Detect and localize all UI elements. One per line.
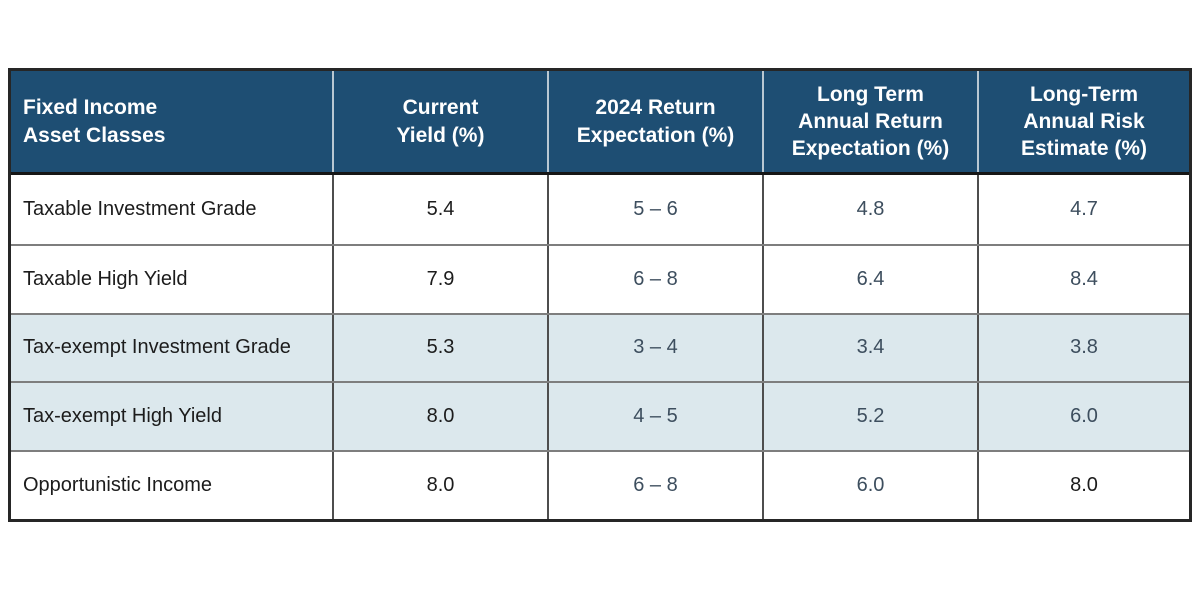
header-cell-current-yield: Current Yield (%) xyxy=(332,71,547,172)
cell-2024-return-expectation: 5 – 6 xyxy=(547,175,762,244)
cell-long-term-annual-return: 3.4 xyxy=(762,314,977,382)
cell-2024-return-expectation: 6 – 8 xyxy=(547,452,762,519)
header-cell-2024-return-expectation: 2024 Return Expectation (%) xyxy=(547,71,762,172)
cell-asset-class: Taxable Investment Grade xyxy=(23,197,257,220)
cell-asset-class: Opportunistic Income xyxy=(23,474,212,497)
cell-long-term-annual-risk: 4.7 xyxy=(977,175,1189,244)
cell-long-term-annual-risk: 3.8 xyxy=(977,314,1189,382)
table-row: Tax-exempt High Yield 8.0 4 – 5 5.2 6.0 xyxy=(11,381,1189,451)
cell-long-term-annual-risk: 8.0 xyxy=(977,452,1189,519)
header-cell-long-term-annual-return: Long Term Annual Return Expectation (%) xyxy=(762,71,977,172)
cell-long-term-annual-risk: 8.4 xyxy=(977,245,1189,313)
cell-current-yield: 5.4 xyxy=(332,175,547,244)
header-cell-long-term-annual-risk: Long-Term Annual Risk Estimate (%) xyxy=(977,71,1189,172)
cell-asset-class: Tax-exempt Investment Grade xyxy=(23,336,291,359)
cell-2024-return-expectation: 6 – 8 xyxy=(547,245,762,313)
cell-long-term-annual-return: 5.2 xyxy=(762,383,977,451)
header-cell-asset-classes: Fixed Income Asset Classes xyxy=(23,96,166,147)
table-header-row: Fixed Income Asset Classes Current Yield… xyxy=(11,71,1189,175)
table-row: Opportunistic Income 8.0 6 – 8 6.0 8.0 xyxy=(11,450,1189,519)
cell-current-yield: 5.3 xyxy=(332,314,547,382)
cell-2024-return-expectation: 4 – 5 xyxy=(547,383,762,451)
table-row: Taxable Investment Grade 5.4 5 – 6 4.8 4… xyxy=(11,175,1189,244)
cell-long-term-annual-return: 6.0 xyxy=(762,452,977,519)
table-row: Taxable High Yield 7.9 6 – 8 6.4 8.4 xyxy=(11,243,1189,313)
cell-current-yield: 8.0 xyxy=(332,452,547,519)
cell-long-term-annual-risk: 6.0 xyxy=(977,383,1189,451)
cell-current-yield: 7.9 xyxy=(332,245,547,313)
cell-2024-return-expectation: 3 – 4 xyxy=(547,314,762,382)
cell-current-yield: 8.0 xyxy=(332,383,547,451)
cell-asset-class: Tax-exempt High Yield xyxy=(23,405,222,428)
cell-asset-class: Taxable High Yield xyxy=(23,267,188,290)
table-row: Tax-exempt Investment Grade 5.3 3 – 4 3.… xyxy=(11,312,1189,382)
cell-long-term-annual-return: 6.4 xyxy=(762,245,977,313)
cell-long-term-annual-return: 4.8 xyxy=(762,175,977,244)
fixed-income-asset-classes-table: Fixed Income Asset Classes Current Yield… xyxy=(8,68,1192,522)
